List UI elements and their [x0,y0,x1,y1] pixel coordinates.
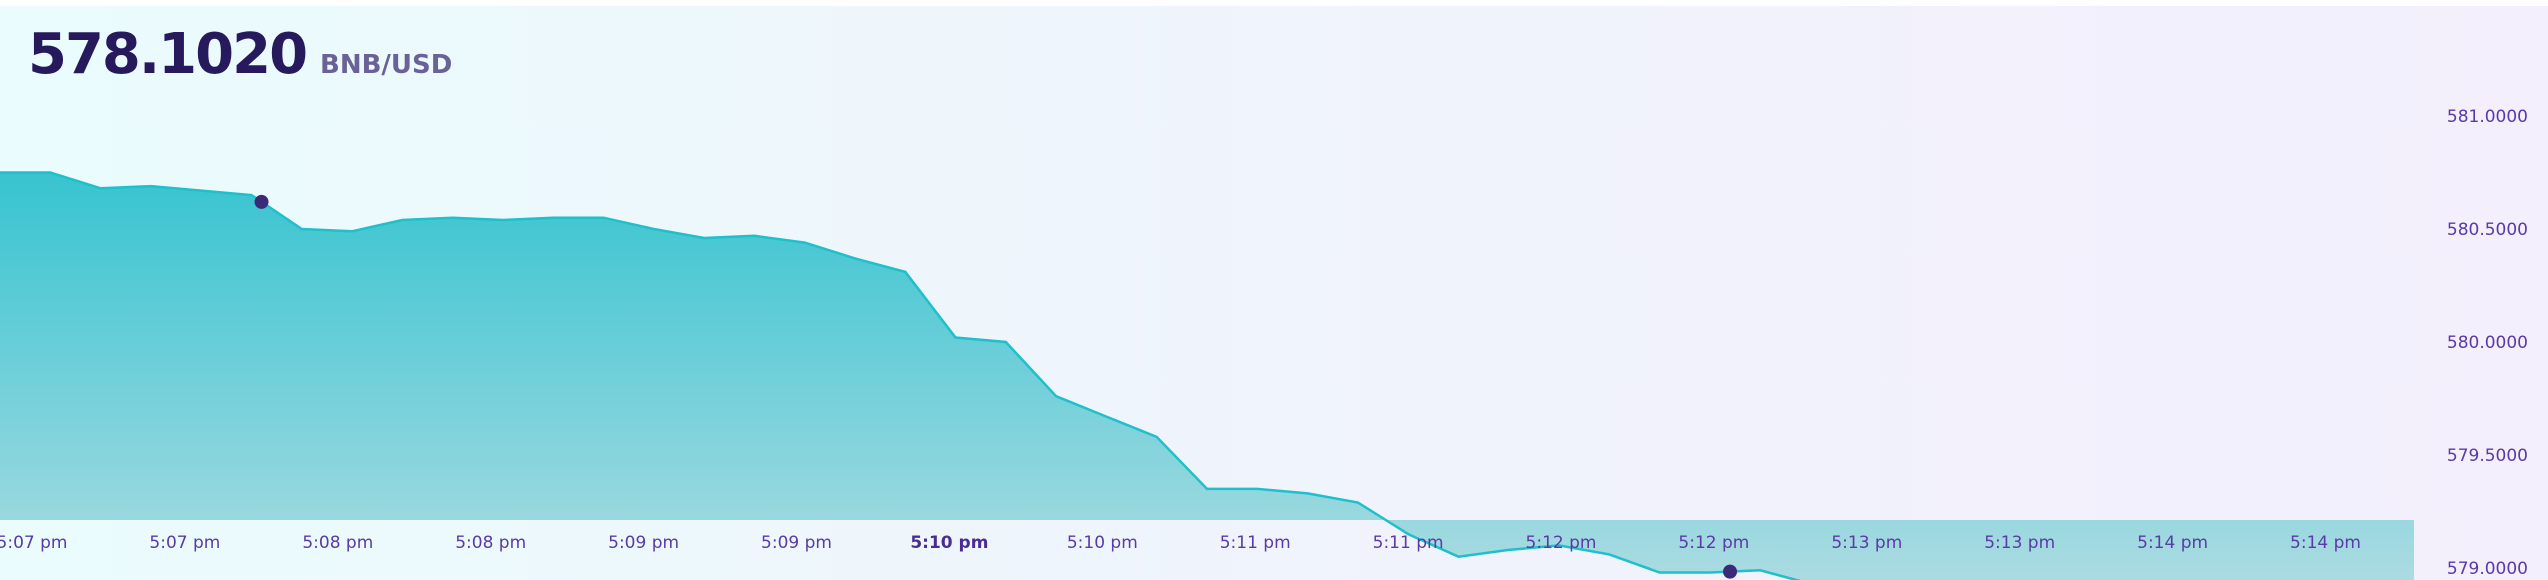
x-axis-tick-label: 5:10 pm [1067,533,1138,553]
x-axis-tick-label: 5:09 pm [608,533,679,553]
x-axis-tick-label: 5:11 pm [1220,533,1291,553]
price-line [0,171,1802,580]
trade-marker[interactable] [1723,564,1738,579]
x-axis-tick-label: 5:13 pm [1984,533,2055,553]
x-axis-tick-label: 5:11 pm [1373,533,1444,553]
y-axis-tick-label: 579.5000 [2447,446,2528,466]
x-axis-tick-label: 5:07 pm [149,533,220,553]
chart-header: 578.1020 BNB/USD [28,22,452,87]
x-axis-tick-label: 5:13 pm [1831,533,1902,553]
x-axis-tick-label: 5:07 pm [0,533,67,553]
y-axis-tick-label: 580.0000 [2447,333,2528,353]
x-axis-tick-label: 5:10 pm [910,533,988,553]
x-axis-tick-label: 5:09 pm [761,533,832,553]
current-price: 578.1020 [28,22,308,87]
trading-pair: BNB/USD [320,50,453,80]
y-axis-tick-label: 581.0000 [2447,107,2528,127]
y-axis-tick-label: 580.5000 [2447,220,2528,240]
x-axis-tick-label: 5:14 pm [2290,533,2361,553]
x-axis-tick-label: 5:12 pm [1526,533,1597,553]
x-axis-tick-label: 5:12 pm [1678,533,1749,553]
y-axis-tick-label: 579.0000 [2447,559,2528,579]
x-axis-tick-label: 5:08 pm [302,533,373,553]
trade-marker[interactable] [254,194,269,209]
x-axis-tick-label: 5:14 pm [2137,533,2208,553]
x-axis-tick-label: 5:08 pm [455,533,526,553]
top-border [0,0,2548,6]
price-area-fill [0,172,2414,580]
